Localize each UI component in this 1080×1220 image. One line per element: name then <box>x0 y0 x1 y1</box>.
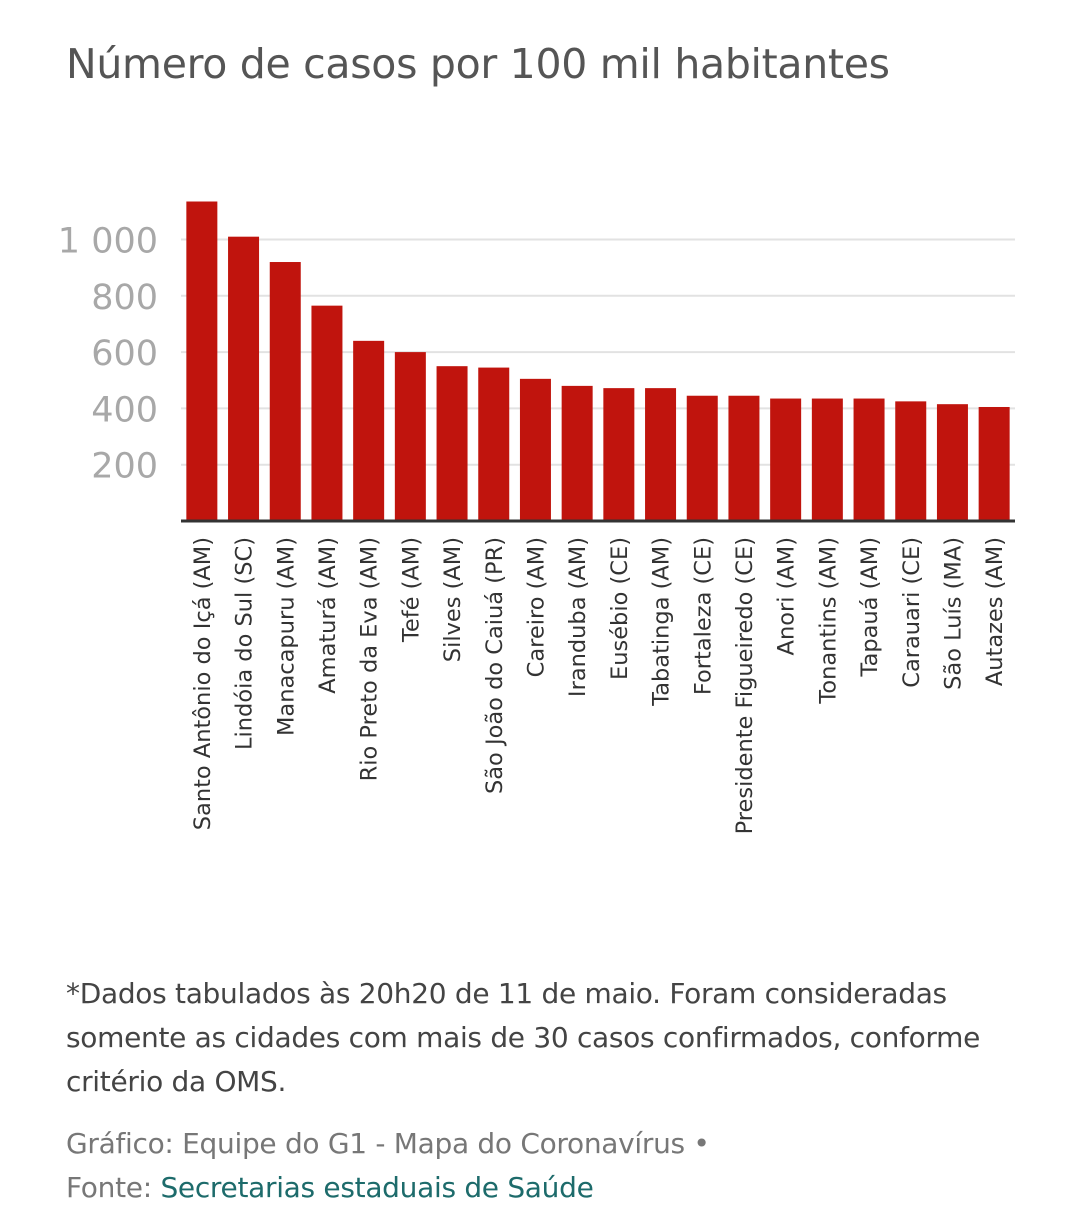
x-tick-label: Amaturá (AM) <box>315 537 341 694</box>
chart-title: Número de casos por 100 mil habitantes <box>66 40 890 88</box>
x-tick-label: Tonantins (AM) <box>815 537 841 705</box>
bar <box>770 398 802 521</box>
x-tick-label: Carauari (CE) <box>899 537 925 688</box>
bar <box>353 340 385 521</box>
bar <box>269 262 301 521</box>
y-tick-label: 1 000 <box>58 222 158 262</box>
bar <box>436 366 468 521</box>
x-tick-label: Careiro (AM) <box>523 537 549 677</box>
y-tick-label: 200 <box>91 447 158 487</box>
bar <box>186 201 218 521</box>
x-tick-label: São João do Caiuá (PR) <box>482 537 508 794</box>
bar <box>686 395 718 521</box>
x-tick-label: Presidente Figueiredo (CE) <box>732 537 758 834</box>
x-tick-label: Tapauá (AM) <box>857 537 883 677</box>
x-tick-label: Autazes (AM) <box>982 537 1008 686</box>
bar <box>478 367 510 521</box>
x-tick-label: Anori (AM) <box>774 537 800 655</box>
bar-chart: 200 400 600 800 1 000 Santo Antônio do Içá (A… <box>58 201 1015 834</box>
bar <box>228 236 260 521</box>
y-tick-label: 800 <box>91 278 158 318</box>
bar <box>519 378 551 521</box>
source-line: Fonte: Secretarias estaduais de Saúde <box>66 1166 710 1210</box>
bar <box>895 401 927 521</box>
footnote: *Dados tabulados às 20h20 de 11 de maio.… <box>66 977 981 1098</box>
bar <box>394 352 426 521</box>
y-tick-label: 600 <box>91 334 158 374</box>
x-tick-label: Santo Antônio do Içá (AM) <box>190 537 216 830</box>
x-tick-label: Eusébio (CE) <box>607 537 633 680</box>
x-tick-label: Tabatinga (AM) <box>649 537 675 707</box>
bar <box>603 388 635 521</box>
bar <box>853 398 885 521</box>
x-tick-label: Manacapuru (AM) <box>273 537 299 736</box>
bar <box>645 388 677 521</box>
x-tick-label: Rio Preto da Eva (AM) <box>357 537 383 781</box>
x-tick-label: Fortaleza (CE) <box>690 537 716 695</box>
bar <box>728 395 760 521</box>
bar <box>311 305 343 521</box>
x-tick-label: São Luís (MA) <box>940 537 966 690</box>
x-tick-label: Silves (AM) <box>440 537 466 662</box>
graphic-credit: Gráfico: Equipe do G1 - Mapa do Coronaví… <box>66 1127 710 1160</box>
x-tick-label: Iranduba (AM) <box>565 537 591 697</box>
bar <box>811 398 843 521</box>
x-tick-label: Lindóia do Sul (SC) <box>232 537 258 750</box>
bar <box>978 406 1010 521</box>
credit-block: Gráfico: Equipe do G1 - Mapa do Coronaví… <box>66 1122 710 1210</box>
bar <box>936 404 968 521</box>
source-link[interactable]: Secretarias estaduais de Saúde <box>160 1171 594 1204</box>
x-tick-label: Tefé (AM) <box>398 537 424 643</box>
y-tick-label: 400 <box>91 390 158 430</box>
bar <box>561 385 593 521</box>
source-label: Fonte: <box>66 1171 152 1204</box>
